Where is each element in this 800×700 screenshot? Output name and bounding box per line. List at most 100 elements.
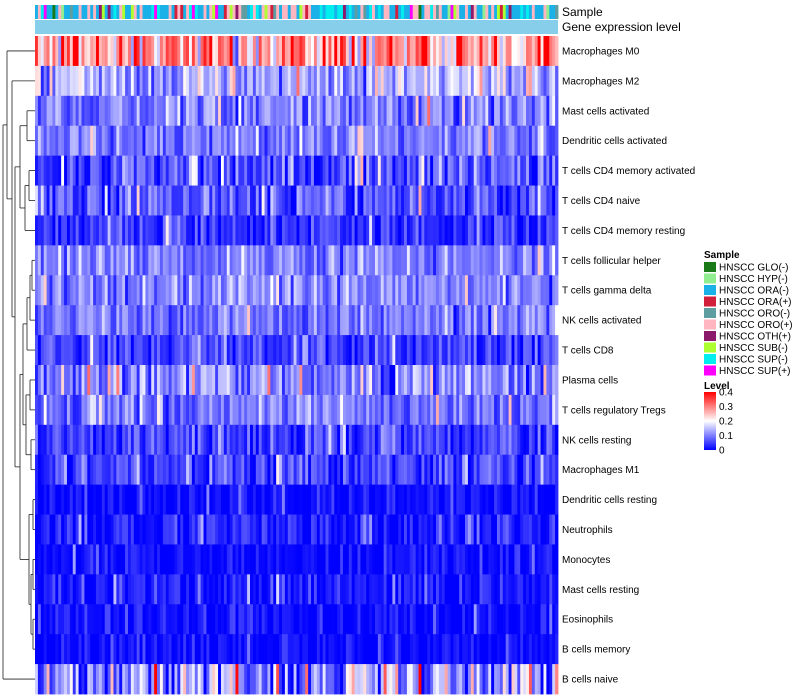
heatmap-cell xyxy=(113,215,117,246)
heatmap-cell xyxy=(534,125,539,157)
heatmap-cell xyxy=(284,335,289,366)
heatmap-cell xyxy=(255,424,260,456)
heatmap-cell xyxy=(159,335,164,366)
heatmap-cell xyxy=(35,634,39,665)
heatmap-cell xyxy=(293,365,297,396)
heatmap-cell xyxy=(255,36,260,67)
heatmap-cell xyxy=(148,604,152,635)
heatmap-cell xyxy=(66,215,71,246)
sample-annotation-cell xyxy=(273,5,277,19)
heatmap-cell xyxy=(46,65,50,97)
heatmap-cell xyxy=(119,95,123,127)
heatmap-cell xyxy=(55,245,59,276)
heatmap-cell xyxy=(75,275,79,306)
heatmap-cell xyxy=(55,664,59,695)
heatmap-cell xyxy=(209,544,213,575)
heatmap-cell xyxy=(200,305,204,336)
heatmap-cell xyxy=(98,365,103,396)
heatmap-cell xyxy=(374,65,379,97)
heatmap-cell xyxy=(165,36,170,67)
heatmap-cell xyxy=(238,484,242,515)
heatmap-cell xyxy=(357,634,361,665)
heatmap-cell xyxy=(316,365,321,396)
heatmap-cell xyxy=(447,305,451,336)
heatmap-cell xyxy=(456,185,460,216)
sample-annotation-cell xyxy=(293,5,297,19)
heatmap-cell xyxy=(430,634,434,665)
heatmap-cell xyxy=(473,394,478,426)
heatmap-cell xyxy=(401,125,405,157)
heatmap-cell xyxy=(98,215,103,246)
heatmap-cell xyxy=(279,185,283,216)
heatmap-cell xyxy=(55,155,59,186)
heatmap-cell xyxy=(235,185,239,216)
heatmap-cell xyxy=(212,544,216,575)
heatmap-cell xyxy=(84,484,88,515)
heatmap-cell xyxy=(127,155,132,186)
heatmap-cell xyxy=(267,215,271,246)
heatmap-cell xyxy=(261,544,265,575)
heatmap-cell xyxy=(322,335,326,366)
heatmap-cell xyxy=(418,604,422,635)
heatmap-cell xyxy=(534,335,539,366)
heatmap-cell xyxy=(55,36,59,67)
heatmap-cell xyxy=(531,514,536,545)
heatmap-cell xyxy=(244,574,248,605)
heatmap-cell xyxy=(517,65,521,97)
heatmap-cell xyxy=(116,245,120,276)
heatmap-cell xyxy=(244,275,248,306)
heatmap-cell xyxy=(258,185,263,216)
heatmap-cell xyxy=(447,454,451,486)
heatmap-cell xyxy=(226,275,231,306)
heatmap-cell xyxy=(395,365,399,396)
heatmap-cell xyxy=(148,424,152,456)
heatmap-cell xyxy=(168,335,172,366)
heatmap-cell xyxy=(316,634,321,665)
heatmap-cell xyxy=(238,365,242,396)
heatmap-cell xyxy=(441,215,446,246)
heatmap-cell xyxy=(66,394,71,426)
heatmap-cell xyxy=(287,454,292,486)
heatmap-cell xyxy=(244,95,248,127)
heatmap-cell xyxy=(491,335,495,366)
heatmap-cell xyxy=(52,514,56,545)
heatmap-cell xyxy=(357,215,361,246)
heatmap-cell xyxy=(186,155,190,186)
heatmap-cell xyxy=(81,484,85,515)
heatmap-cell xyxy=(296,365,300,396)
heatmap-cell xyxy=(491,185,495,216)
heatmap-cell xyxy=(328,185,332,216)
heatmap-cell xyxy=(526,514,530,545)
heatmap-cell xyxy=(389,95,393,127)
heatmap-cell xyxy=(520,275,524,306)
heatmap-cell xyxy=(412,305,417,336)
heatmap-cell xyxy=(392,65,396,97)
heatmap-cell xyxy=(348,574,353,605)
heatmap-cell xyxy=(363,484,367,515)
heatmap-cell xyxy=(514,95,518,127)
heatmap-cell xyxy=(125,125,129,157)
heatmap-cell xyxy=(90,365,94,396)
heatmap-cell xyxy=(281,634,286,665)
heatmap-cell xyxy=(494,215,498,246)
heatmap-cell xyxy=(462,185,466,216)
heatmap-cell xyxy=(511,664,515,695)
heatmap-cell xyxy=(537,424,541,456)
heatmap-cell xyxy=(526,604,530,635)
heatmap-cell xyxy=(238,65,242,97)
heatmap-cell xyxy=(110,95,114,127)
heatmap-cell xyxy=(427,365,431,396)
heatmap-cell xyxy=(433,365,437,396)
heatmap-cell xyxy=(313,155,318,186)
heatmap-cell xyxy=(93,424,97,456)
heatmap-cell xyxy=(526,215,530,246)
heatmap-cell xyxy=(218,544,222,575)
heatmap-cell xyxy=(206,454,210,486)
heatmap-cell xyxy=(93,65,97,97)
heatmap-cell xyxy=(133,454,138,486)
heatmap-cell xyxy=(467,574,472,605)
heatmap-cell xyxy=(159,664,164,695)
heatmap-cell xyxy=(505,365,510,396)
legend-level-tick: 0.1 xyxy=(719,431,733,442)
heatmap-row xyxy=(35,305,559,336)
